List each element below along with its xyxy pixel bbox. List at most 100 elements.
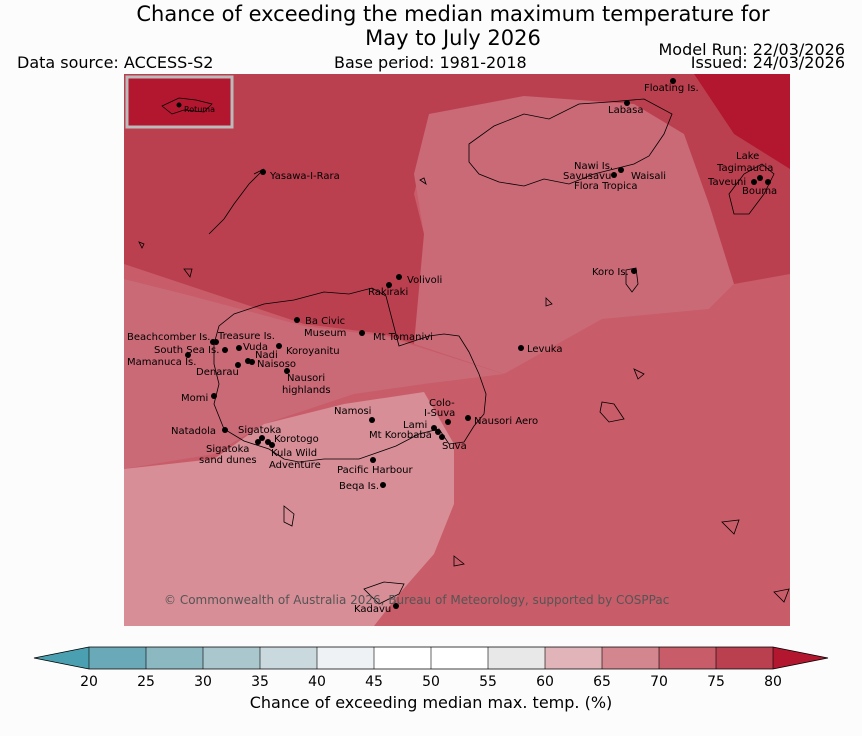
bouma-label: Bouma bbox=[742, 186, 777, 197]
colorbar-cell bbox=[89, 647, 146, 669]
ba-civic-dot bbox=[294, 317, 300, 323]
rotuma-label: Rotuma bbox=[184, 105, 215, 114]
museum-label: Museum bbox=[304, 328, 346, 339]
beachcomber-label: Beachcomber Is. bbox=[127, 332, 210, 343]
colorbar-tick-label: 75 bbox=[707, 674, 725, 690]
colorbar-tick-label: 60 bbox=[536, 674, 554, 690]
coastlines bbox=[138, 98, 790, 605]
lami-label: Lami bbox=[403, 420, 427, 431]
taveuni-coast bbox=[728, 163, 775, 215]
colorbar-cell bbox=[374, 647, 431, 669]
rakiraki-dot bbox=[386, 282, 392, 288]
suva-dot bbox=[439, 434, 445, 440]
nausori-highlands-label-2: highlands bbox=[282, 385, 331, 396]
colorbar-cell bbox=[545, 647, 602, 669]
namosi-dot bbox=[369, 417, 375, 423]
koroyanitu-label: Koroyanitu bbox=[286, 346, 340, 357]
colorbar-tick-label: 65 bbox=[593, 674, 611, 690]
suva-label: Suva bbox=[442, 441, 467, 452]
rotuma-inset bbox=[125, 75, 234, 129]
colorbar-cell bbox=[659, 647, 716, 669]
colorbar-cell bbox=[431, 647, 488, 669]
colorbar-tick-label: 50 bbox=[422, 674, 440, 690]
issued-date: Issued: 24/03/2026 bbox=[690, 53, 845, 72]
islet-4 bbox=[138, 241, 145, 249]
ba-civic-label: Ba Civic bbox=[305, 316, 345, 327]
zone-over-80-ne bbox=[694, 74, 790, 169]
kula-label-2: Adventure bbox=[269, 460, 321, 471]
islet-5 bbox=[453, 555, 465, 567]
moala-coast bbox=[599, 401, 625, 423]
vuda-dot bbox=[236, 345, 242, 351]
colorbar-cell bbox=[317, 647, 374, 669]
pacific-harbour-label: Pacific Harbour bbox=[337, 465, 414, 476]
naisoso-label: Naisoso bbox=[257, 359, 296, 370]
islet-7 bbox=[545, 297, 553, 307]
islet-8 bbox=[419, 177, 427, 185]
colorbar-extend-low bbox=[34, 647, 89, 669]
sigatoka-label: Sigatoka bbox=[238, 425, 281, 436]
namosi-label: Namosi bbox=[334, 406, 371, 417]
koro-label: Koro Is. bbox=[592, 267, 629, 278]
colo-label-2: I-Suva bbox=[424, 408, 455, 419]
colorbar-cells bbox=[33, 646, 829, 670]
treasure-dot bbox=[213, 339, 219, 345]
koro-dot bbox=[631, 268, 637, 274]
denarau-dot bbox=[235, 362, 241, 368]
colorbar-tick-label: 70 bbox=[650, 674, 668, 690]
natadola-dot bbox=[222, 427, 228, 433]
places-layer: Floating Is. Labasa Yasawa-I-Rara Nawi I… bbox=[127, 78, 777, 615]
momi-dot bbox=[211, 393, 217, 399]
savusavu-dot bbox=[611, 172, 617, 178]
flora-label: Flora Tropica bbox=[574, 181, 637, 192]
colorbar-cell bbox=[488, 647, 545, 669]
floating-label: Floating Is. bbox=[644, 83, 699, 94]
base-period: Base period: 1981-2018 bbox=[334, 53, 527, 72]
volivoli-label: Volivoli bbox=[407, 275, 442, 286]
forecast-map: Rotuma Floating Is. Labasa Yasawa-I-Rara… bbox=[124, 74, 790, 626]
colorbar-cell bbox=[716, 647, 773, 669]
colorbar-cell bbox=[146, 647, 203, 669]
levuka-label: Levuka bbox=[527, 344, 563, 355]
natadola-label: Natadola bbox=[171, 426, 216, 437]
colo-label-1: Colo- bbox=[429, 398, 455, 409]
beqa-label: Beqa Is. bbox=[339, 481, 379, 492]
treasure-label: Treasure Is. bbox=[217, 331, 275, 342]
taveuni-dot bbox=[751, 179, 757, 185]
tomanivi-dot bbox=[359, 330, 365, 336]
levuka-dot bbox=[518, 345, 524, 351]
vatulele-coast bbox=[283, 505, 295, 527]
denarau-label: Denarau bbox=[196, 367, 239, 378]
rakiraki-label: Rakiraki bbox=[368, 287, 408, 298]
nausori-aero-label: Nausori Aero bbox=[474, 416, 538, 427]
mamanuca-label: Mamanuca Is. bbox=[127, 357, 196, 368]
nausori-highlands-label-1: Nausori bbox=[287, 373, 325, 384]
data-source: Data source: ACCESS-S2 bbox=[17, 53, 214, 72]
nausori-highlands-dot bbox=[284, 368, 290, 374]
floating-dot bbox=[670, 78, 676, 84]
nausori-aero-dot bbox=[465, 415, 471, 421]
tagimaucia-dot bbox=[757, 175, 763, 181]
korobaba-label: Mt Korobaba bbox=[369, 430, 432, 441]
savusavu-label: Savusavu bbox=[563, 171, 611, 182]
sigatoka-dunes-label-1: Sigatoka bbox=[206, 444, 249, 455]
rotuma-outline bbox=[161, 97, 213, 115]
colorbar-tick-label: 45 bbox=[365, 674, 383, 690]
labasa-dot bbox=[624, 100, 630, 106]
lake-label: Lake bbox=[736, 151, 759, 162]
naisoso-dot bbox=[249, 359, 255, 365]
nawi-label: Nawi Is. bbox=[574, 161, 613, 172]
copyright-notice: © Commonwealth of Australia 2026, Bureau… bbox=[164, 593, 669, 607]
kula-label-1: Kula Wild bbox=[271, 448, 317, 459]
bouma-dot bbox=[765, 179, 771, 185]
colorbar-tick-label: 20 bbox=[80, 674, 98, 690]
sigatoka-dunes-label-2: sand dunes bbox=[199, 455, 257, 466]
colorbar-tick-label: 40 bbox=[308, 674, 326, 690]
islet-1 bbox=[721, 519, 740, 535]
zone-65-70-south bbox=[124, 392, 454, 626]
zone-70-75-north bbox=[414, 96, 734, 374]
koroyanitu-dot bbox=[276, 343, 282, 349]
islet-3 bbox=[183, 268, 193, 278]
colorbar-extend-high bbox=[773, 647, 828, 669]
vanua-levu-coast bbox=[468, 98, 673, 187]
